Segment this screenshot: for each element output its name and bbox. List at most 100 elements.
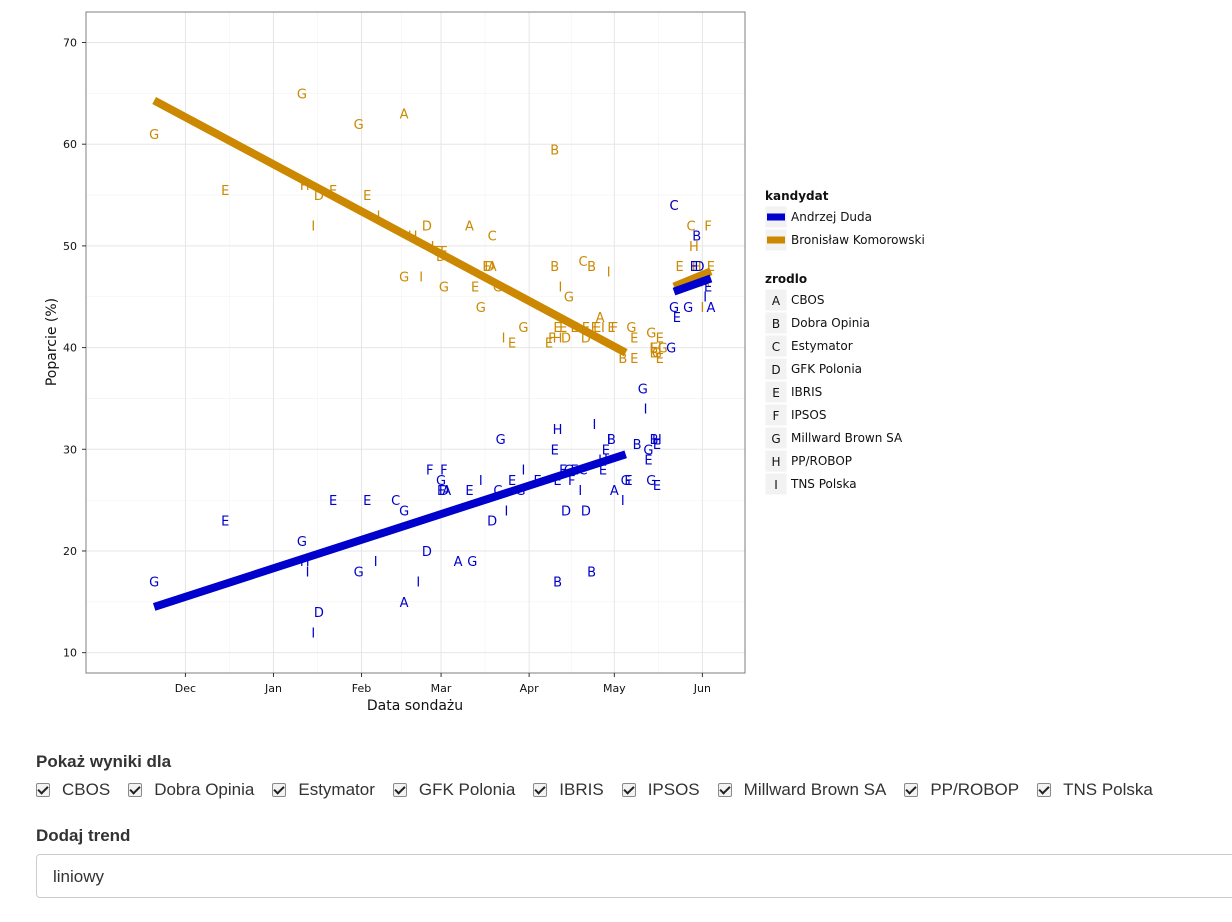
checkbox[interactable] (1037, 783, 1052, 797)
x-axis: Dec Jan Feb Mar Apr May Jun (175, 673, 711, 695)
y-axis-title: Poparcie (%) (44, 298, 60, 386)
source-filter-pp-robop[interactable]: PP/ROBOP (904, 780, 1019, 800)
data-point: I (419, 270, 423, 285)
data-point: G (666, 342, 676, 357)
data-point: C (669, 199, 678, 214)
data-point: E (704, 281, 712, 296)
data-point: E (363, 494, 371, 509)
data-point: D (581, 331, 591, 346)
checkbox[interactable] (128, 783, 143, 797)
data-point: G (149, 575, 159, 590)
source-filter-gfk-polonia[interactable]: GFK Polonia (392, 780, 515, 800)
checkbox[interactable] (392, 783, 407, 797)
y-tick-label: 20 (63, 545, 77, 558)
data-point: G (658, 342, 668, 357)
y-tick-label: 40 (63, 342, 77, 355)
legend-key-letter: A (772, 294, 781, 308)
data-point: E (676, 260, 684, 275)
checkbox[interactable] (904, 783, 919, 797)
data-point: D (314, 606, 324, 621)
legend-label: Estymator (791, 339, 853, 353)
data-point: E (545, 337, 553, 352)
data-point: B (650, 433, 659, 448)
data-point: I (601, 321, 605, 336)
legend-label: Andrzej Duda (791, 210, 872, 224)
legend-key-letter: D (771, 363, 780, 377)
data-point: G (496, 433, 506, 448)
data-point: A (465, 220, 474, 235)
data-point: E (465, 484, 473, 499)
checkbox[interactable] (533, 783, 548, 797)
source-filter-dobra-opinia[interactable]: Dobra Opinia (128, 780, 254, 800)
source-filter-tns-polska[interactable]: TNS Polska (1037, 780, 1153, 800)
x-tick-label: Jan (264, 682, 282, 695)
legend-key (764, 472, 788, 496)
data-point: C (579, 255, 588, 270)
data-point: G (683, 301, 693, 316)
data-point: E (653, 479, 661, 494)
checkbox[interactable] (272, 783, 287, 797)
data-point: I (649, 342, 653, 357)
x-tick-label: Jun (693, 682, 711, 695)
legend: kandydat Andrzej Duda Bronisław Komorowski… (764, 189, 925, 496)
checkbox-label: Dobra Opinia (154, 780, 255, 799)
data-point: G (652, 347, 662, 362)
legend-key-letter: I (774, 478, 778, 492)
legend-key-letter: E (772, 386, 780, 400)
data-point: C (686, 220, 695, 235)
data-point: I (306, 565, 310, 580)
legend-label: GFK Polonia (791, 362, 862, 376)
data-point: H (692, 260, 702, 275)
data-point: F (548, 331, 555, 346)
data-point: E (221, 514, 229, 529)
legend-key (764, 449, 788, 473)
legend-key-letter: B (772, 317, 780, 331)
data-point: E (630, 352, 638, 367)
checkbox[interactable] (621, 783, 636, 797)
data-point: G (646, 326, 656, 341)
data-point: D (484, 260, 494, 275)
source-filter-ipsos[interactable]: IPSOS (621, 780, 700, 800)
data-point: I (558, 281, 562, 296)
data-point: G (149, 128, 159, 143)
data-point: D (561, 331, 571, 346)
y-tick-label: 50 (63, 240, 77, 253)
data-point: E (690, 260, 698, 275)
source-filter-estymator[interactable]: Estymator (272, 780, 375, 800)
source-filter-millward-brown-sa[interactable]: Millward Brown SA (717, 780, 886, 800)
legend-key (764, 403, 788, 427)
data-point: G (439, 281, 449, 296)
legend-title-source: zrodlo (765, 272, 807, 286)
data-point: G (354, 118, 364, 133)
legend-label: Bronisław Komorowski (791, 233, 925, 247)
y-tick-label: 70 (63, 37, 77, 50)
source-filter-list: CBOS Dobra Opinia Estymator GFK Polonia IBRI… (36, 780, 1171, 800)
trend-line (672, 267, 713, 291)
data-point: C (391, 494, 400, 509)
data-point: B (633, 438, 642, 453)
data-point: C (493, 484, 502, 499)
checkbox[interactable] (717, 783, 732, 797)
data-point: C (488, 230, 497, 245)
data-point: D (581, 504, 591, 519)
data-point: I (703, 291, 707, 306)
data-point: H (689, 240, 699, 255)
data-point: C (669, 199, 678, 214)
checkbox[interactable] (36, 783, 50, 797)
y-tick-label: 60 (63, 138, 77, 151)
data-point: D (561, 504, 571, 519)
data-point: E (482, 260, 490, 275)
data-point: A (596, 311, 605, 326)
source-filter-ibris[interactable]: IBRIS (533, 780, 604, 800)
data-point: G (518, 321, 528, 336)
data-point: G (467, 555, 477, 570)
data-point: A (706, 301, 715, 316)
poll-chart: GEGHIDEGEIAGHIDIEDFGAEGEDACGIEGEFBBEHIED… (44, 11, 925, 714)
data-point: H (300, 555, 310, 570)
panel-background (86, 12, 745, 673)
trend-select[interactable]: liniowy (36, 854, 1232, 898)
data-point: B (587, 565, 596, 580)
data-point: E (553, 474, 561, 489)
data-point: I (522, 464, 526, 479)
source-filter-cbos[interactable]: CBOS (36, 780, 110, 800)
